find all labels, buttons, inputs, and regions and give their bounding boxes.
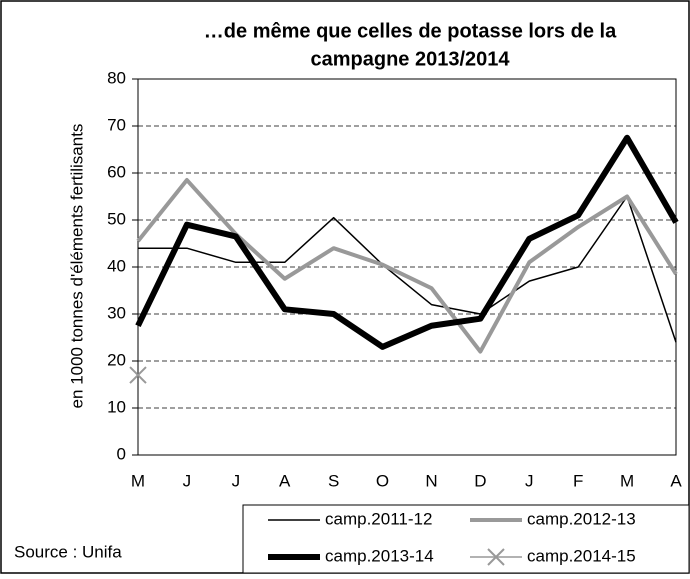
series-line xyxy=(136,178,678,354)
y-axis-label: en 1000 tonnes d'éléments fertilisants xyxy=(67,124,86,409)
legend-label: camp.2012-13 xyxy=(527,509,636,528)
legend xyxy=(242,504,690,574)
x-tick-label: J xyxy=(183,471,192,490)
series-line xyxy=(135,134,679,350)
y-tick-label: 70 xyxy=(107,115,126,134)
x-tick-label: S xyxy=(328,471,339,490)
y-tick-label: 50 xyxy=(107,209,126,228)
y-tick-label: 10 xyxy=(107,397,126,416)
x-tick-label: J xyxy=(232,471,241,490)
x-tick-label: M xyxy=(131,471,145,490)
x-tick-label: D xyxy=(474,471,486,490)
x-tick-label: A xyxy=(279,471,291,490)
y-tick-label: 0 xyxy=(117,444,126,463)
legend-label: camp.2014-15 xyxy=(527,546,636,565)
x-tick-label: J xyxy=(525,471,534,490)
legend-label: camp.2011-12 xyxy=(325,509,432,528)
source: Source : Unifa xyxy=(14,542,122,561)
chart-title: …de même que celles de potasse lors de l… xyxy=(204,20,617,42)
y-tick-label: 80 xyxy=(107,68,126,87)
x-tick-label: M xyxy=(620,471,634,490)
x-tick-label: F xyxy=(573,471,583,490)
marker xyxy=(129,366,147,384)
y-tick-label: 30 xyxy=(107,303,126,322)
x-tick-label: A xyxy=(670,471,682,490)
plot-border xyxy=(137,78,677,456)
legend-label: camp.2013-14 xyxy=(325,546,434,565)
y-tick-label: 20 xyxy=(107,350,126,369)
series-line xyxy=(138,195,677,343)
x-tick-label: N xyxy=(425,471,437,490)
y-tick-label: 60 xyxy=(107,162,126,181)
x-tick-label: O xyxy=(376,471,389,490)
chart-title: campagne 2013/2014 xyxy=(310,48,510,70)
legend-marker xyxy=(487,548,505,566)
y-tick-label: 40 xyxy=(107,256,126,275)
